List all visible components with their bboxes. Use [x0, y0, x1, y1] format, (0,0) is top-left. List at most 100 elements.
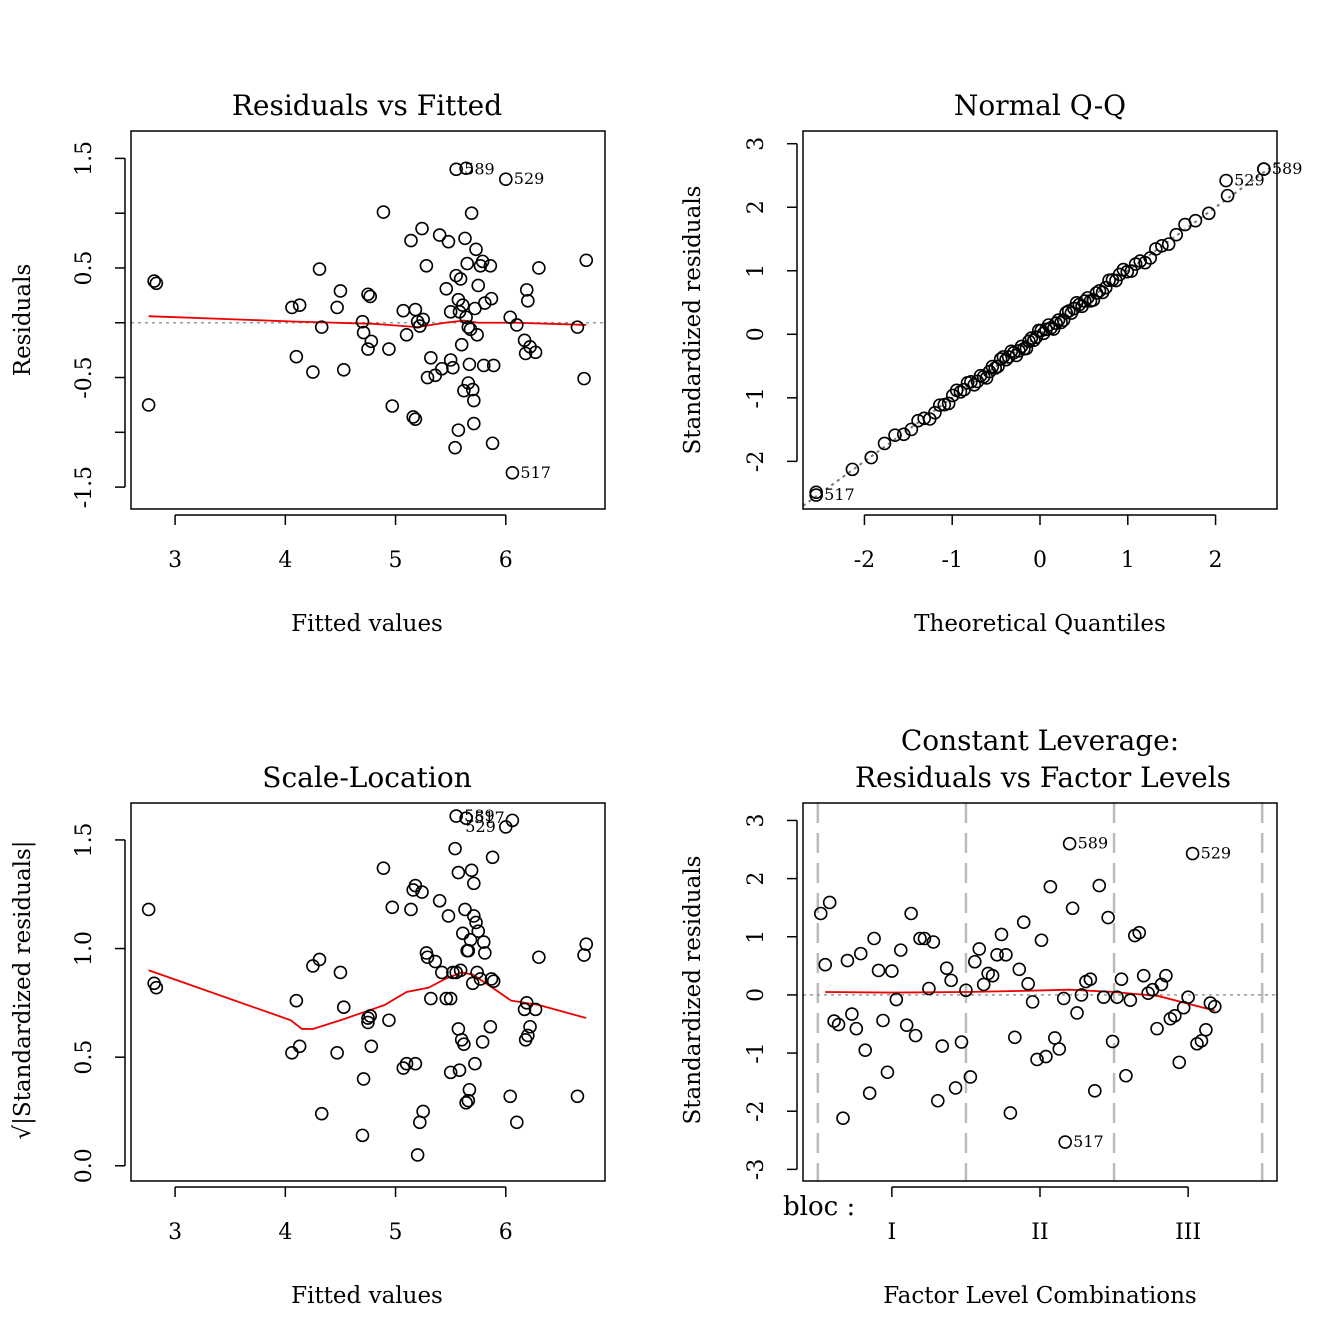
data-point	[1021, 977, 1035, 991]
data-point	[1199, 1023, 1213, 1037]
x-tick-label: 3	[168, 548, 182, 573]
data-point	[1257, 162, 1271, 176]
data-point	[964, 375, 978, 389]
data-point	[505, 466, 520, 480]
data-point	[361, 1015, 375, 1030]
data-point	[385, 399, 400, 413]
data-point	[813, 906, 828, 921]
data-point	[1062, 836, 1077, 851]
x-tick-label: 5	[389, 1220, 403, 1245]
data-point	[446, 360, 460, 375]
data-point	[382, 1013, 396, 1028]
data-point	[439, 991, 454, 1006]
data-point	[1114, 972, 1129, 987]
data-point	[922, 981, 936, 996]
y-tick-label: -1	[744, 1042, 769, 1063]
data-point	[994, 927, 1009, 942]
data-point	[1065, 901, 1080, 916]
data-point	[465, 382, 480, 397]
point-label: 517	[520, 463, 551, 482]
y-tick-label: -3	[744, 1159, 769, 1180]
data-point	[441, 234, 456, 249]
data-point	[470, 327, 484, 342]
data-point	[443, 353, 458, 367]
data-point	[858, 1043, 873, 1057]
data-point	[443, 1065, 458, 1080]
data-point	[1169, 227, 1184, 242]
data-point	[459, 161, 473, 176]
data-point	[415, 221, 429, 236]
x-tick-label: 0	[1033, 548, 1047, 573]
data-point	[1025, 995, 1040, 1009]
data-point	[464, 863, 479, 878]
y-tick-label: 2	[744, 872, 769, 886]
data-point	[149, 276, 164, 291]
data-point	[954, 1035, 969, 1049]
data-point	[928, 405, 942, 420]
data-point	[460, 256, 475, 271]
data-point	[877, 436, 892, 451]
data-point	[483, 1019, 498, 1034]
data-point	[896, 427, 911, 442]
data-point	[1110, 990, 1124, 1005]
data-point	[864, 450, 879, 465]
data-point	[908, 1028, 923, 1043]
x-tick-label: 3	[168, 1220, 182, 1245]
panel-residuals-vs-fitted: Residuals vs Fitted Fitted values Residu…	[10, 89, 606, 637]
data-point	[517, 1002, 532, 1017]
data-point	[1083, 972, 1098, 987]
data-point	[1052, 1042, 1067, 1056]
data-point	[1030, 1052, 1044, 1067]
data-point	[453, 963, 468, 978]
data-point	[1003, 1106, 1018, 1120]
data-point	[441, 909, 456, 923]
x-tick-label: I	[888, 1220, 897, 1245]
data-point	[1185, 846, 1200, 861]
x-tick-label: 6	[499, 548, 513, 573]
data-point	[1058, 1135, 1072, 1149]
data-point	[849, 1021, 864, 1036]
data-point	[478, 296, 492, 310]
data-point	[312, 262, 327, 276]
data-point	[904, 906, 918, 921]
y-tick-label: 2	[744, 200, 769, 214]
data-point	[926, 935, 941, 949]
data-point	[443, 991, 458, 1006]
y-tick-label: 1.5	[72, 141, 97, 176]
data-point	[424, 991, 438, 1006]
data-point	[1105, 1034, 1120, 1049]
data-point	[469, 242, 483, 257]
y-tick-label: 1.5	[72, 822, 97, 857]
data-point	[404, 233, 418, 248]
data-point	[330, 300, 344, 315]
y-tick-label: 1	[744, 930, 769, 944]
data-point	[1207, 999, 1222, 1014]
data-point	[1132, 925, 1147, 940]
y-axis-label: √|Standardized residuals|	[10, 840, 36, 1139]
plot-frame	[130, 802, 606, 1182]
point-label: 589	[464, 159, 495, 178]
data-point	[967, 378, 982, 392]
data-point	[521, 294, 535, 308]
data-point	[336, 363, 351, 377]
data-point	[1203, 996, 1218, 1010]
y-tick-label: 0	[744, 327, 769, 341]
data-point	[840, 953, 855, 968]
data-point	[1092, 878, 1107, 893]
data-point	[932, 398, 947, 412]
data-point	[503, 1089, 518, 1104]
point-label: 529	[465, 817, 496, 836]
data-point	[1078, 294, 1092, 308]
point-label: 517	[824, 485, 855, 504]
data-point	[1024, 331, 1039, 345]
data-point	[415, 885, 429, 899]
data-point	[999, 947, 1013, 962]
data-point	[1188, 213, 1203, 228]
data-point	[396, 1061, 411, 1075]
point-label: 529	[1201, 844, 1232, 863]
x-tick-label: 4	[278, 1220, 292, 1245]
panel-scale-location: Scale-Location Fitted values √|Standardi…	[10, 761, 606, 1309]
data-point	[473, 972, 488, 986]
